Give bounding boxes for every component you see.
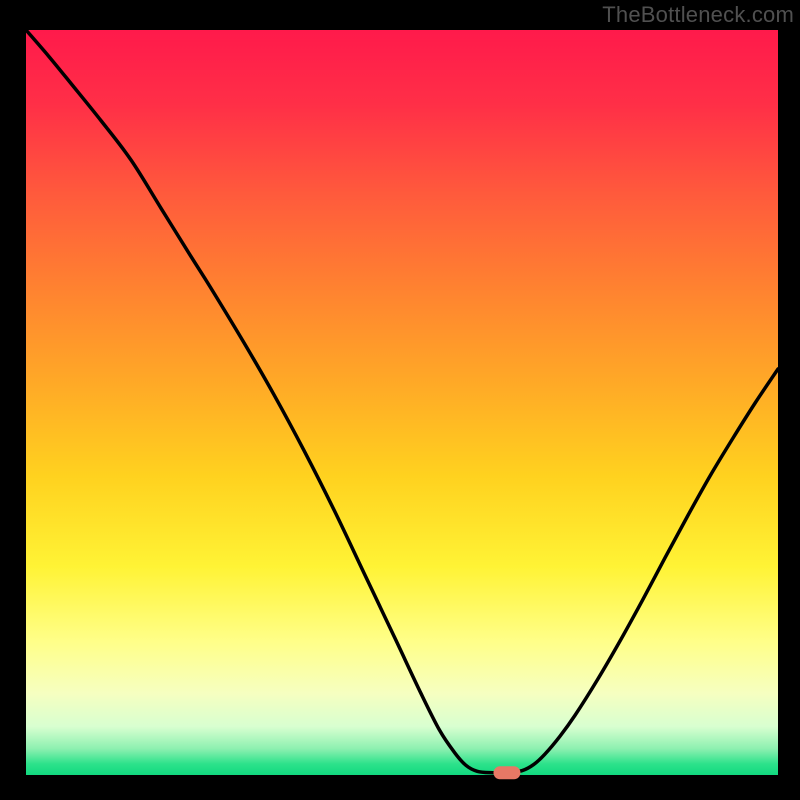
watermark-text: TheBottleneck.com	[602, 2, 794, 28]
optimal-marker	[494, 766, 521, 779]
plot-area	[26, 30, 778, 775]
chart-frame: TheBottleneck.com	[0, 0, 800, 800]
gradient-background	[26, 30, 778, 775]
